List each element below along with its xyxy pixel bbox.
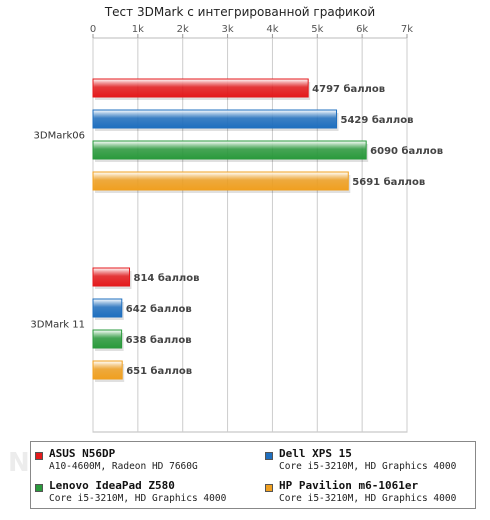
- legend-desc: A10-4600M, Radeon HD 7660G: [49, 461, 198, 472]
- bar-asus-n56dp-3dmark06: [92, 78, 309, 98]
- x-tick-label: 6k: [356, 24, 368, 35]
- legend-swatch-hp: [265, 484, 273, 492]
- bar-dell-xps-15-3dmark-11: [92, 298, 123, 318]
- chart-title: Тест 3DMark с интегрированной графикой: [104, 5, 375, 19]
- category-label-3dmark06: 3DMark06: [34, 131, 85, 142]
- data-label: 651 баллов: [126, 365, 192, 377]
- legend-name: ASUS N56DP: [49, 447, 116, 460]
- x-axis-ticks: 0 1k 2k 3k 4k 5k 6k 7k: [90, 24, 413, 38]
- x-tick-label: 7k: [401, 24, 413, 35]
- data-label: 642 баллов: [126, 303, 192, 315]
- x-tick-label: 4k: [266, 24, 278, 35]
- data-label: 5429 баллов: [341, 114, 414, 126]
- bar-hp-pavilion-m6-1061er-3dmark-11: [92, 360, 123, 380]
- bar-hp-pavilion-m6-1061er-3dmark06: [92, 171, 349, 191]
- category-label-3dmark-11: 3DMark 11: [30, 320, 85, 331]
- data-label: 5691 баллов: [352, 176, 425, 188]
- legend-name: Dell XPS 15: [279, 447, 352, 460]
- data-label: 638 баллов: [126, 334, 192, 346]
- data-label: 4797 баллов: [312, 83, 385, 95]
- bar-asus-n56dp-3dmark-11: [92, 267, 131, 287]
- legend-swatch-asus: [35, 452, 43, 460]
- data-labels: 4797 баллов 5429 баллов 6090 баллов 5691 ба…: [126, 83, 443, 377]
- legend-desc: Core i5-3210M, HD Graphics 4000: [49, 493, 227, 504]
- legend-name: HP Pavilion m6-1061er: [279, 479, 419, 492]
- bar-chart: Тест 3DMark с интегрированной графикой 0…: [30, 5, 443, 433]
- bar-lenovo-ideapad-z580-3dmark06: [92, 140, 367, 160]
- x-tick-label: 3k: [221, 24, 233, 35]
- legend-desc: Core i5-3210M, HD Graphics 4000: [279, 461, 457, 472]
- x-tick-label: 1k: [132, 24, 144, 35]
- legend-swatch-dell: [265, 452, 273, 460]
- x-tick-label: 0: [90, 24, 96, 35]
- bar-dell-xps-15-3dmark06: [92, 109, 338, 129]
- bar-lenovo-ideapad-z580-3dmark-11: [92, 329, 123, 349]
- bars: [92, 78, 369, 382]
- legend-swatch-lenovo: [35, 484, 43, 492]
- data-label: 814 баллов: [134, 272, 200, 284]
- data-label: 6090 баллов: [370, 145, 443, 157]
- x-tick-label: 5k: [311, 24, 323, 35]
- x-tick-label: 2k: [177, 24, 189, 35]
- legend: ASUS N56DP A10-4600M, Radeon HD 7660G De…: [30, 441, 476, 509]
- legend-name: Lenovo IdeaPad Z580: [49, 479, 175, 492]
- category-labels: 3DMark06 3DMark 11: [30, 131, 85, 331]
- legend-desc: Core i5-3210M, HD Graphics 4000: [279, 493, 457, 504]
